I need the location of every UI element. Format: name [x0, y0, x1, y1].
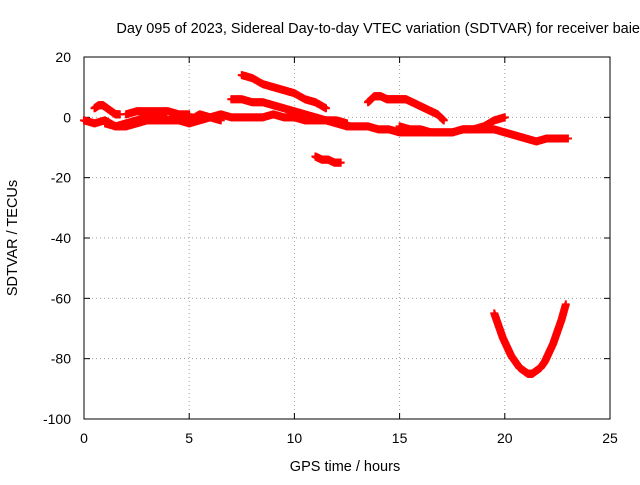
series-arc-13h-17h [364, 92, 448, 125]
data-point [439, 116, 448, 125]
series-arc-7h-13h [237, 71, 330, 113]
data-point [343, 119, 351, 128]
data-point [500, 113, 509, 122]
data-point [185, 110, 194, 119]
series-early-upper [90, 101, 124, 119]
x-tick-label: 5 [185, 430, 193, 446]
y-tick-label: -60 [51, 290, 71, 306]
y-axis-label: SDTVAR / TECUs [5, 180, 21, 296]
data-point [561, 300, 570, 309]
series-rise-to-20h [395, 113, 509, 137]
data-point [321, 104, 330, 113]
x-tick-label: 10 [287, 430, 303, 446]
data-point [216, 116, 225, 125]
data-point [336, 158, 345, 167]
x-tick-label: 25 [602, 430, 618, 446]
y-tick-label: -20 [51, 170, 71, 186]
series-short-11h [311, 152, 345, 167]
y-tick-label: -80 [51, 351, 71, 367]
series-arc-7h-12h [227, 95, 351, 128]
y-tick-label: 20 [55, 49, 71, 65]
x-axis-label: GPS time / hours [290, 459, 400, 475]
series-morning-upper [122, 107, 194, 119]
y-tick-label: -40 [51, 230, 71, 246]
y-tick-label: 0 [63, 109, 71, 125]
series-u-curve [490, 300, 570, 378]
x-tick-label: 20 [497, 430, 513, 446]
data-point [563, 134, 572, 143]
series-lower-early-band [101, 113, 225, 131]
x-tick-label: 0 [80, 430, 88, 446]
data-points [80, 71, 572, 378]
x-tick-label: 15 [392, 430, 408, 446]
axis-ticks: 0 5 10 15 20 25 -100 -80 -60 -40 -20 0 20 [43, 49, 618, 446]
y-tick-label: -100 [43, 411, 71, 427]
chart-title: Day 095 of 2023, Sidereal Day-to-day VTE… [116, 21, 640, 37]
